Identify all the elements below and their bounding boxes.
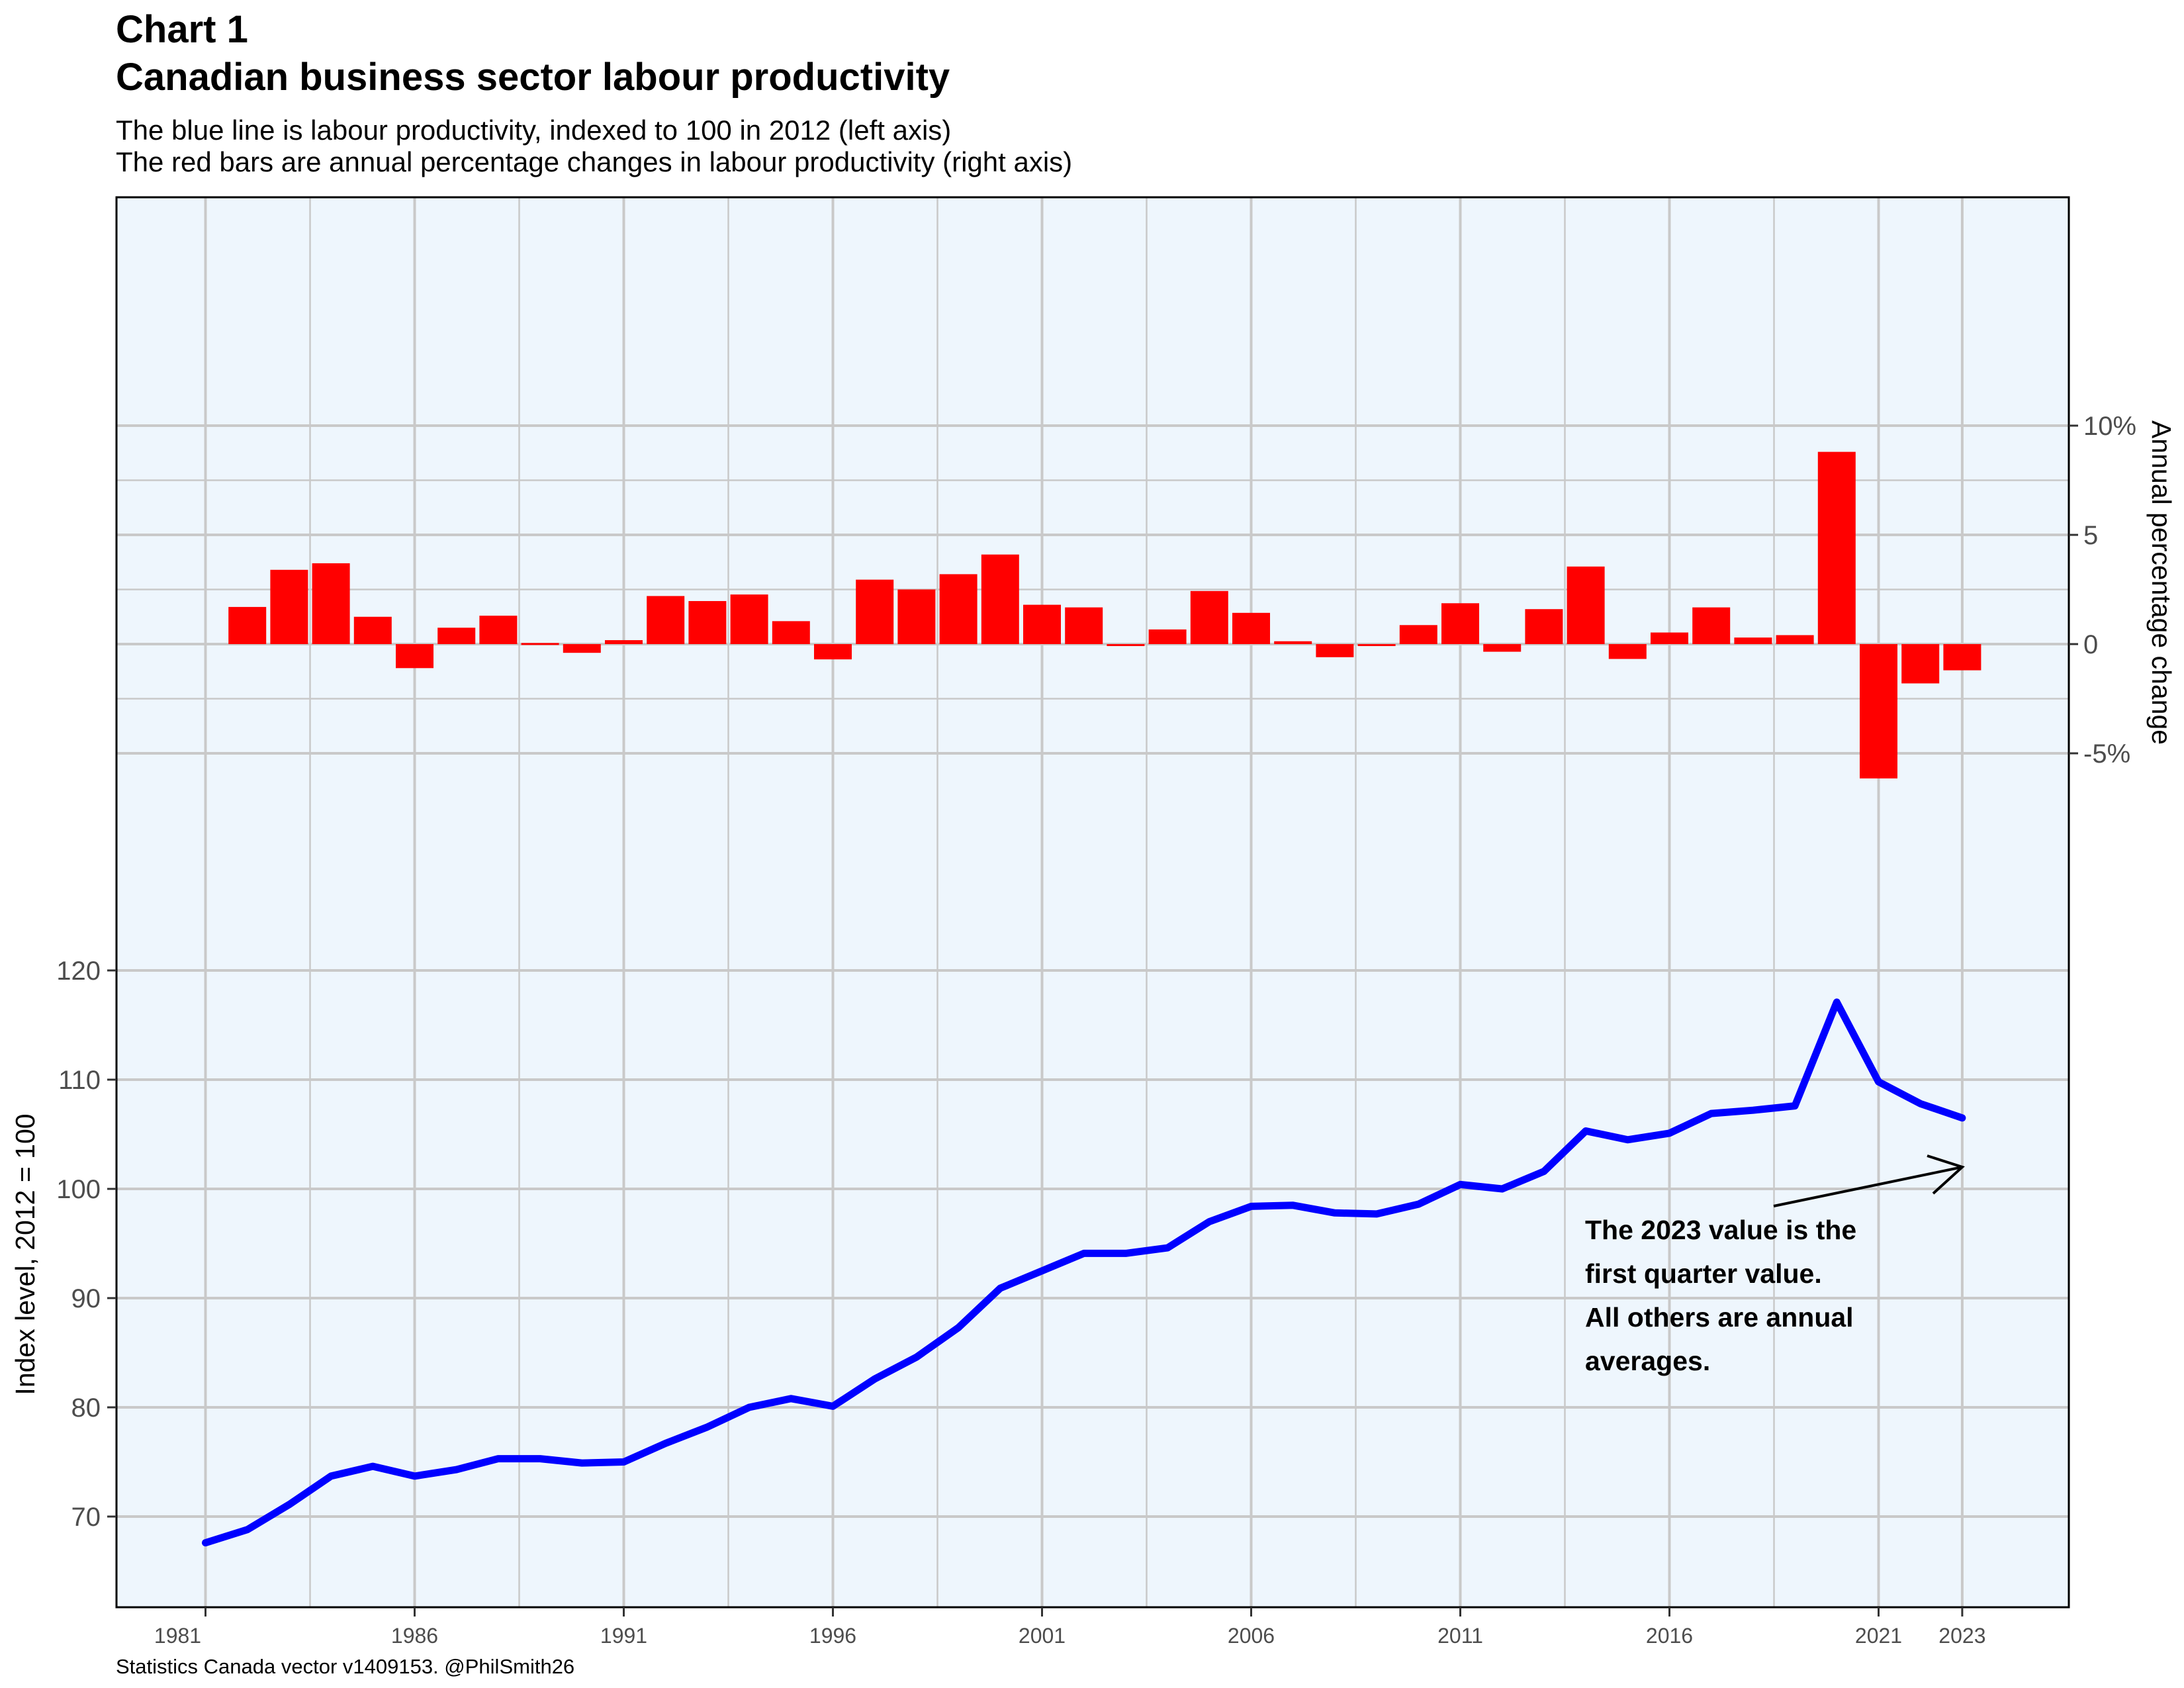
left-tick-label: 110 bbox=[58, 1066, 101, 1095]
bar-2020 bbox=[1817, 451, 1856, 644]
left-tick-label: 120 bbox=[56, 957, 101, 986]
bar-1987 bbox=[437, 628, 476, 644]
bar-1993 bbox=[688, 600, 727, 644]
bar-2010 bbox=[1399, 625, 1437, 644]
bar-1983 bbox=[270, 569, 308, 644]
bar-2001 bbox=[1023, 604, 1061, 644]
x-tick-label: 2011 bbox=[1437, 1624, 1483, 1648]
x-tick-label: 1991 bbox=[600, 1624, 647, 1648]
chart-number: Chart 1 bbox=[116, 8, 248, 51]
source-caption: Statistics Canada vector v1409153. @Phil… bbox=[116, 1655, 575, 1678]
annotation-note: The 2023 value is the first quarter valu… bbox=[1585, 1208, 1956, 1383]
left-axis-label: Index level, 2012 = 100 bbox=[10, 1113, 40, 1395]
annotation-arrow bbox=[1773, 1154, 1965, 1207]
bar-2012 bbox=[1483, 644, 1522, 652]
x-tick-label: 1986 bbox=[391, 1624, 438, 1648]
bar-2008 bbox=[1316, 644, 1354, 657]
bar-1991 bbox=[605, 640, 643, 644]
annotation-line: The 2023 value is the bbox=[1585, 1215, 1857, 1245]
bar-1992 bbox=[647, 596, 685, 644]
bar-2005 bbox=[1190, 590, 1228, 644]
bar-1999 bbox=[939, 574, 978, 644]
plot-panel bbox=[116, 197, 2069, 1607]
bar-2015 bbox=[1608, 644, 1647, 659]
bar-1990 bbox=[563, 644, 601, 653]
bar-1997 bbox=[856, 579, 894, 644]
x-tick-label: 1981 bbox=[154, 1624, 201, 1648]
right-tick-label: 10% bbox=[2083, 412, 2136, 441]
bar-2018 bbox=[1734, 637, 1772, 644]
bar-1985 bbox=[353, 616, 392, 644]
left-tick-label: 80 bbox=[71, 1393, 101, 1423]
left-tick-label: 70 bbox=[71, 1503, 101, 1532]
bar-2019 bbox=[1776, 635, 1814, 644]
bar-2009 bbox=[1357, 644, 1396, 646]
bar-2023 bbox=[1943, 644, 1981, 671]
right-axis-label: Annual percentage change bbox=[2146, 420, 2177, 745]
bar-2013 bbox=[1525, 609, 1563, 644]
bar-1989 bbox=[521, 643, 559, 645]
axis-ticks-and-labels: 1981 1986 1991 1996 2001 2006 2011 2016 2021 2023… bbox=[56, 412, 2136, 1648]
bar-1996 bbox=[814, 644, 852, 660]
right-tick-label: 5 bbox=[2083, 521, 2098, 550]
bar-series bbox=[228, 451, 1981, 778]
bar-2003 bbox=[1107, 644, 1145, 646]
bar-2000 bbox=[981, 554, 1019, 644]
bar-2007 bbox=[1274, 641, 1312, 644]
bar-2004 bbox=[1148, 629, 1187, 644]
left-tick-label: 100 bbox=[56, 1175, 101, 1204]
bar-2011 bbox=[1441, 603, 1479, 644]
bar-2002 bbox=[1065, 607, 1103, 644]
x-tick-label: 2023 bbox=[1938, 1624, 1985, 1648]
bar-2017 bbox=[1692, 607, 1731, 644]
x-tick-label: 2021 bbox=[1855, 1624, 1902, 1648]
annotation-line: All others are annual bbox=[1585, 1302, 1854, 1333]
annotation-line: first quarter value. bbox=[1585, 1258, 1822, 1289]
bar-1995 bbox=[772, 621, 810, 644]
x-tick-label: 1996 bbox=[809, 1624, 856, 1648]
bar-2006 bbox=[1232, 612, 1270, 644]
bar-1994 bbox=[730, 594, 768, 644]
bar-1998 bbox=[897, 589, 936, 644]
bar-2022 bbox=[1901, 644, 1940, 684]
x-tick-label: 2001 bbox=[1019, 1624, 1066, 1648]
bar-1986 bbox=[396, 644, 433, 669]
x-tick-label: 2016 bbox=[1646, 1624, 1693, 1648]
bar-2021 bbox=[1860, 644, 1897, 778]
bar-1988 bbox=[479, 616, 518, 644]
bar-1984 bbox=[312, 563, 350, 644]
grid-lines bbox=[116, 197, 2069, 1607]
bar-2016 bbox=[1651, 632, 1688, 644]
plot-border bbox=[115, 196, 2070, 1609]
right-tick-label: 0 bbox=[2083, 630, 2098, 659]
bar-2014 bbox=[1567, 566, 1605, 644]
annotation-line: averages. bbox=[1585, 1346, 1711, 1376]
subtitle-line-2: The red bars are annual percentage chang… bbox=[116, 146, 1073, 177]
bar-1982 bbox=[228, 606, 267, 644]
right-tick-label: -5% bbox=[2083, 739, 2130, 769]
left-tick-label: 90 bbox=[71, 1284, 101, 1313]
subtitle-line-1: The blue line is labour productivity, in… bbox=[116, 115, 952, 146]
chart-title: Canadian business sector labour producti… bbox=[116, 56, 950, 99]
productivity-line bbox=[202, 998, 1966, 1547]
x-tick-label: 2006 bbox=[1228, 1624, 1275, 1648]
